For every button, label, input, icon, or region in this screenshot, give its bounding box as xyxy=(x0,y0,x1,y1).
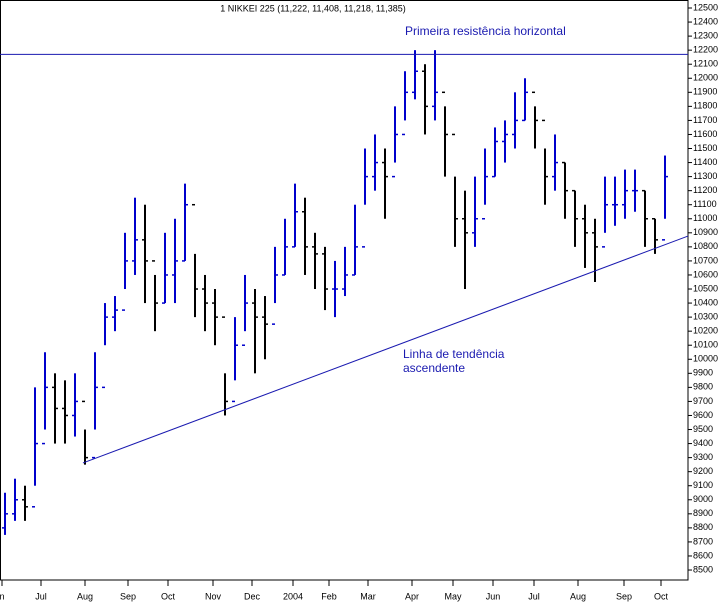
y-tick-label: 9800 xyxy=(693,382,713,392)
y-tick-label: 8900 xyxy=(693,508,713,518)
x-tick-label: Oct xyxy=(161,591,176,601)
x-tick-label: Sep xyxy=(120,591,136,601)
x-tick-label: Oct xyxy=(654,591,669,601)
y-tick-label: 9700 xyxy=(693,396,713,406)
y-tick-label: 12200 xyxy=(693,45,718,55)
y-tick-label: 12500 xyxy=(693,2,718,12)
x-tick-label: Aug xyxy=(570,591,586,601)
x-tick-label: Jul xyxy=(35,591,47,601)
y-tick-label: 12000 xyxy=(693,73,718,83)
y-tick-label: 10600 xyxy=(693,269,718,279)
y-tick-label: 9100 xyxy=(693,480,713,490)
x-tick-label: Mar xyxy=(360,591,376,601)
y-tick-label: 10200 xyxy=(693,326,718,336)
x-tick-label: Jun xyxy=(486,591,501,601)
y-tick-label: 10500 xyxy=(693,283,718,293)
y-tick-label: 8700 xyxy=(693,536,713,546)
annotation: Linha de tendência xyxy=(403,347,505,361)
x-tick-label: Apr xyxy=(405,591,419,601)
y-tick-label: 9000 xyxy=(693,494,713,504)
x-tick-label: Jul xyxy=(528,591,540,601)
y-tick-label: 11600 xyxy=(693,129,717,139)
chart-title: 1 NIKKEI 225 (11,222, 11,408, 11,218, 11… xyxy=(220,3,405,13)
y-tick-label: 12100 xyxy=(693,59,718,69)
y-tick-label: 11300 xyxy=(693,171,717,181)
x-tick-label: 2004 xyxy=(283,591,303,601)
y-tick-label: 8800 xyxy=(693,522,713,532)
x-tick-label: May xyxy=(444,591,462,601)
y-tick-label: 9300 xyxy=(693,452,713,462)
x-tick-label: Feb xyxy=(321,591,337,601)
y-tick-label: 12300 xyxy=(693,30,718,40)
y-tick-label: 11700 xyxy=(693,115,717,125)
y-tick-label: 8600 xyxy=(693,550,713,560)
y-tick-label: 10700 xyxy=(693,255,718,265)
y-tick-label: 11400 xyxy=(693,157,717,167)
annotation: ascendente xyxy=(403,361,465,375)
y-tick-label: 9400 xyxy=(693,438,713,448)
y-tick-label: 11200 xyxy=(693,185,717,195)
x-tick-label: Dec xyxy=(244,591,261,601)
y-tick-label: 10800 xyxy=(693,241,718,251)
x-tick-label: Sep xyxy=(616,591,632,601)
y-tick-label: 11000 xyxy=(693,213,717,223)
y-tick-label: 10900 xyxy=(693,227,718,237)
y-tick-label: 9200 xyxy=(693,466,713,476)
y-tick-label: 11800 xyxy=(693,101,717,111)
y-tick-label: 9900 xyxy=(693,368,713,378)
plot-frame xyxy=(0,0,689,581)
y-tick-label: 10000 xyxy=(693,354,718,364)
y-tick-label: 9500 xyxy=(693,424,713,434)
y-tick-label: 10100 xyxy=(693,340,718,350)
trend-line xyxy=(82,235,689,464)
y-tick-label: 12400 xyxy=(693,16,718,26)
x-tick-label: Aug xyxy=(77,591,93,601)
x-tick-label: n xyxy=(0,591,5,601)
y-tick-label: 10400 xyxy=(693,297,718,307)
annotation: Primeira resistência horizontal xyxy=(405,24,566,38)
y-tick-label: 10300 xyxy=(693,311,718,321)
y-tick-label: 9600 xyxy=(693,410,713,420)
y-tick-label: 8500 xyxy=(693,564,713,574)
y-tick-label: 11900 xyxy=(693,87,717,97)
y-tick-label: 11100 xyxy=(693,199,717,209)
y-tick-label: 11500 xyxy=(693,143,717,153)
x-tick-label: Nov xyxy=(205,591,222,601)
